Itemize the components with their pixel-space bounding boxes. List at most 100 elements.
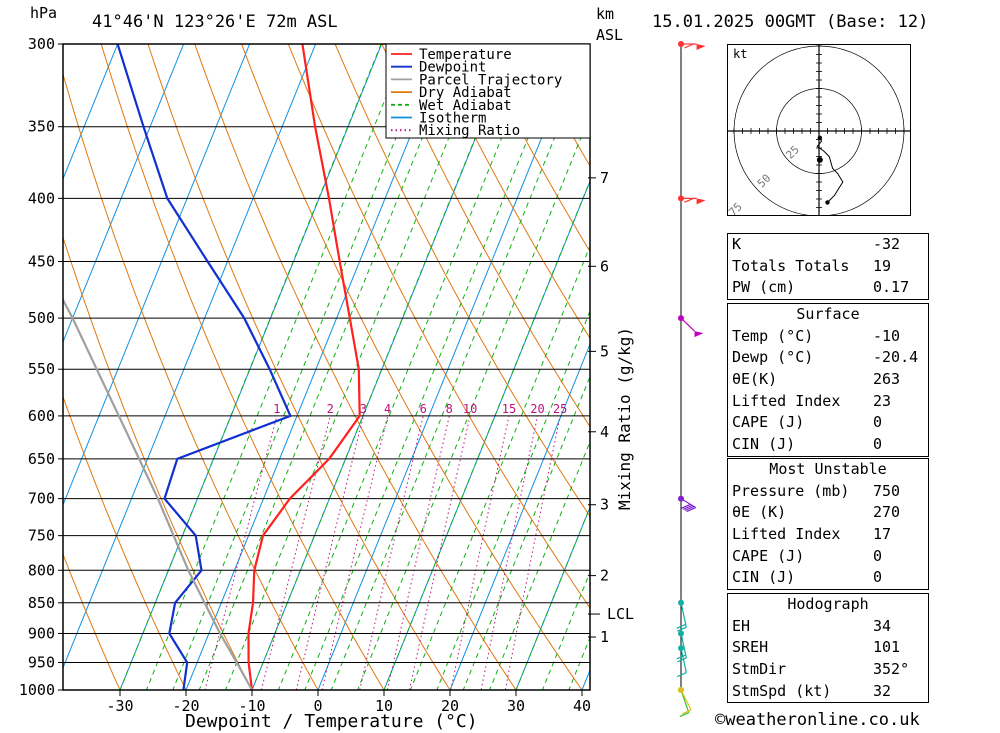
wind-profile — [676, 41, 706, 718]
isotherm-line — [449, 342, 590, 690]
stats-row: EH 34 — [728, 616, 928, 638]
stats-label: StmSpd (kt) — [732, 681, 832, 700]
wind-barb-staff — [680, 633, 687, 659]
stats-row: Pressure (mb) 750 — [728, 481, 928, 503]
km-tick-label: 7 — [600, 169, 609, 187]
location-title: 41°46'N 123°26'E 72m ASL — [92, 12, 338, 32]
mixing-ratio-line — [204, 415, 278, 690]
legend-label: Dry Adiabat — [419, 85, 512, 101]
wind-barb-feather — [676, 654, 686, 660]
wind-barb-feather — [677, 657, 687, 663]
stats-row: CAPE (J) 0 — [728, 546, 928, 568]
pressure-tick-label: 950 — [28, 653, 55, 671]
stats-value: 19 — [873, 256, 892, 275]
hodograph-ring-label: 25 — [783, 143, 802, 162]
stats-row: CAPE (J) 0 — [728, 412, 928, 434]
wet-adiabat-line — [119, 44, 382, 690]
stats-value: -32 — [873, 235, 901, 253]
pressure-tick-label: 850 — [28, 594, 55, 612]
stats-section-title: Most Unstable — [769, 460, 887, 478]
stats-row: K -32 — [728, 234, 928, 256]
stats-most-unstable: Most Unstable Pressure (mb) 750 θE (K) 270 Li… — [727, 458, 929, 591]
stats-section-title: Hodograph — [787, 595, 869, 613]
dry-adiabat-line — [63, 395, 187, 690]
pressure-axis: 300 350 400 450 500 550 600 650 700 750 800 850 900 9… — [19, 35, 63, 699]
lcl-label: LCL — [607, 605, 634, 623]
stats-value: 0 — [873, 413, 883, 432]
wet-adiabat-line — [225, 44, 488, 690]
storm-motion-marker — [816, 156, 823, 163]
dry-adiabat-line — [63, 553, 121, 690]
stats-value: 32 — [873, 681, 892, 700]
legend-label: Parcel Trajectory — [419, 72, 562, 88]
wind-barb-feather — [677, 626, 687, 632]
stats-value: 750 — [873, 481, 901, 500]
stats-value: 270 — [873, 503, 901, 522]
wind-barb-feather — [676, 623, 686, 629]
stats-value: 17 — [873, 525, 892, 544]
km-tick-label: 1 — [600, 628, 609, 646]
dry-adiabat-line — [63, 72, 319, 690]
stats-label: CIN (J) — [732, 435, 796, 454]
wind-barb-staff — [680, 689, 692, 711]
temperature-tick-label: 0 — [313, 697, 322, 715]
mixing-ratio-label: 20 — [530, 402, 544, 416]
profile-parcel-trajectory — [63, 297, 253, 690]
stats-row: SREH 101 — [728, 637, 928, 659]
profile-lines — [63, 44, 361, 690]
wind-barb-feather — [679, 711, 690, 718]
wet-adiabat-line — [330, 48, 590, 690]
stats-row: θE (K) 270 — [728, 502, 928, 524]
legend-box — [385, 43, 591, 139]
stats-row: CIN (J) 0 — [728, 567, 928, 589]
legend-label: Wet Adiabat — [419, 98, 512, 114]
stats-label: PW (cm) — [732, 278, 796, 297]
hodograph-start — [817, 135, 823, 140]
stats-row: PW (cm) 0.17 — [728, 277, 928, 299]
km-tick-label: 3 — [600, 496, 609, 514]
stats-label: CAPE (J) — [732, 413, 805, 432]
legend-label: Mixing Ratio — [419, 123, 520, 139]
pressure-tick-label: 700 — [28, 490, 55, 508]
stats-general: K -32 Totals Totals 19 PW (cm) 0.17 — [727, 233, 929, 301]
stats-value: 34 — [873, 616, 892, 635]
wet-adiabat-line — [568, 636, 590, 690]
temperature-tick-label: -20 — [172, 697, 199, 715]
stats-label: K — [732, 235, 742, 253]
dry-adiabat-line — [287, 44, 590, 609]
wind-barb-staff — [680, 498, 696, 509]
dry-adiabat-line — [194, 44, 517, 690]
mixing-ratio-line — [359, 415, 424, 690]
stats-value: 0 — [873, 568, 883, 587]
stats-label: CIN (J) — [732, 568, 796, 587]
km-tick-label: 5 — [600, 342, 609, 360]
mixing-ratio-line — [321, 415, 389, 690]
legend-label: Temperature — [419, 47, 512, 63]
temperature-axis: -30 -20 -10 0 10 20 30 40 — [106, 690, 591, 715]
dry-adiabat-line — [428, 44, 590, 340]
credit-link[interactable]: ©weatheronline.co.uk — [715, 710, 920, 730]
dry-adiabat-line — [100, 44, 385, 690]
stats-value: -10 — [873, 326, 901, 345]
pressure-tick-label: 550 — [28, 360, 55, 378]
wet-adiabat-line — [489, 440, 590, 690]
pressure-tick-label: 600 — [28, 407, 55, 425]
stats-value: 101 — [873, 638, 901, 657]
dry-adiabat-line — [962, 7, 1000, 716]
stats-hodograph: Hodograph EH 34 SREH 101 StmDir 352° StmSpd (kt… — [727, 593, 929, 704]
wet-adiabat-line — [462, 375, 590, 690]
isotherm-line — [63, 44, 251, 507]
stats-value: 0 — [873, 546, 883, 565]
km-tick-label: 4 — [600, 423, 609, 441]
pressure-tick-label: 400 — [28, 189, 55, 207]
temperature-tick-label: -30 — [106, 697, 133, 715]
wind-barb-feather — [682, 504, 693, 510]
hodograph: kt 25 50 75 — [665, 3, 973, 285]
stats-label: Temp (°C) — [732, 326, 814, 345]
stats-value: 0 — [873, 435, 883, 454]
stats-row: θE(K) 263 — [728, 369, 928, 391]
temperature-tick-label: 20 — [441, 697, 459, 715]
mixing-ratio-label: 15 — [502, 402, 516, 416]
